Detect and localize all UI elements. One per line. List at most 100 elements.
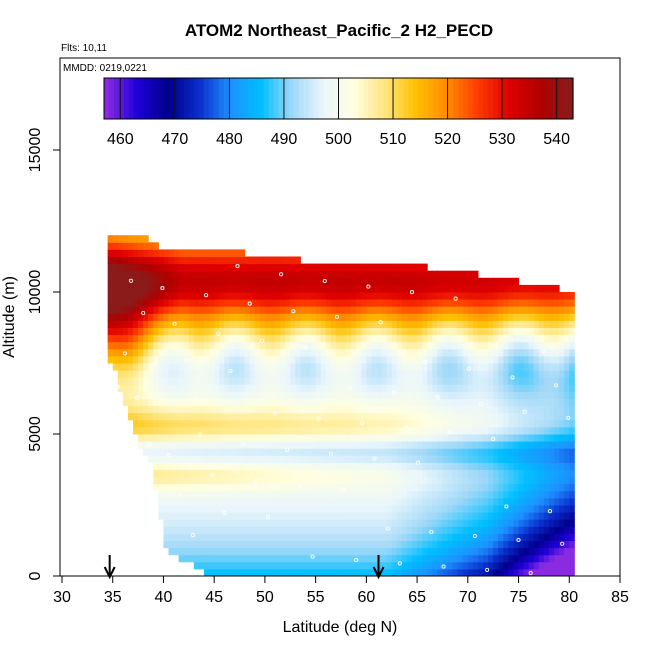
heatmap-cell xyxy=(381,547,388,556)
heatmap-cell xyxy=(462,448,469,456)
heatmap-cell xyxy=(467,284,474,293)
heatmap-cell xyxy=(122,398,129,407)
x-tick-label: 50 xyxy=(256,589,274,606)
heatmap-cell xyxy=(249,483,256,492)
heatmap-cell xyxy=(488,398,494,407)
heatmap-cell xyxy=(472,306,479,314)
heatmap-cell xyxy=(188,462,195,470)
heatmap-cell xyxy=(148,334,154,343)
heatmap-cell xyxy=(269,398,276,407)
heatmap-cell xyxy=(528,355,535,364)
heatmap-cell xyxy=(417,263,423,272)
heatmap-cell xyxy=(219,306,225,314)
heatmap-cell xyxy=(168,363,175,371)
heatmap-cell xyxy=(269,526,276,534)
heatmap-cell xyxy=(533,363,540,371)
heatmap-cell xyxy=(320,384,327,392)
observation-point xyxy=(397,561,402,566)
colorbar-tick-label: 470 xyxy=(162,131,189,148)
heatmap-cell xyxy=(198,505,205,513)
heatmap-cell xyxy=(280,441,286,449)
heatmap-cell xyxy=(366,455,372,463)
heatmap-cell xyxy=(518,284,525,293)
heatmap-cell xyxy=(538,355,545,364)
heatmap-cell xyxy=(518,561,525,570)
heatmap-cell xyxy=(493,469,499,478)
heatmap-cell xyxy=(275,292,281,300)
heatmap-cell xyxy=(401,377,408,385)
heatmap-cell xyxy=(143,405,149,414)
heatmap-cell xyxy=(209,483,215,492)
heatmap-cell xyxy=(209,547,215,556)
heatmap-cell xyxy=(533,306,540,314)
heatmap-cell xyxy=(234,434,241,442)
heatmap-cell xyxy=(183,277,190,286)
heatmap-cell xyxy=(341,476,347,485)
heatmap-cell xyxy=(122,320,129,328)
heatmap-cell xyxy=(493,434,499,442)
heatmap-cell xyxy=(127,292,134,300)
heatmap-cell xyxy=(554,320,560,328)
heatmap-cell xyxy=(518,405,525,414)
heatmap-cell xyxy=(305,327,312,336)
heatmap-cell xyxy=(204,292,210,300)
heatmap-cell xyxy=(183,306,190,314)
heatmap-cell xyxy=(224,391,230,399)
heatmap-cell xyxy=(112,320,119,328)
heatmap-cell xyxy=(376,434,383,442)
heatmap-cell xyxy=(280,327,286,336)
heatmap-cell xyxy=(467,554,474,563)
heatmap-cell xyxy=(264,519,271,527)
heatmap-cell xyxy=(569,292,575,300)
heatmap-cell xyxy=(366,526,372,534)
heatmap-cell xyxy=(264,277,271,286)
heatmap-cell xyxy=(437,455,443,463)
heatmap-cell xyxy=(178,483,185,492)
heatmap-cell xyxy=(467,270,474,279)
heatmap-cell xyxy=(554,526,560,534)
heatmap-cell xyxy=(422,334,428,343)
heatmap-cell xyxy=(523,526,530,534)
heatmap-cell xyxy=(422,526,428,534)
heatmap-cell xyxy=(259,441,266,449)
heatmap-cell xyxy=(280,533,286,541)
heatmap-cell xyxy=(178,277,185,286)
heatmap-cell xyxy=(452,306,459,314)
heatmap-cell xyxy=(315,505,322,513)
heatmap-cell xyxy=(351,412,357,421)
heatmap-cell xyxy=(477,483,484,492)
heatmap-cell xyxy=(249,284,256,293)
heatmap-cell xyxy=(269,306,276,314)
heatmap-cell xyxy=(254,398,261,407)
heatmap-cell xyxy=(117,320,124,328)
heatmap-cell xyxy=(356,441,362,449)
heatmap-cell xyxy=(290,448,296,456)
heatmap-cell xyxy=(335,341,342,350)
heatmap-cell xyxy=(498,490,504,499)
colorbar-segment xyxy=(208,78,215,119)
heatmap-cell xyxy=(467,448,474,456)
heatmap-cell xyxy=(569,533,575,541)
heatmap-cell xyxy=(483,327,489,336)
heatmap-cell xyxy=(153,441,159,449)
heatmap-cell xyxy=(143,299,149,307)
heatmap-cell xyxy=(442,554,449,563)
heatmap-cell xyxy=(386,341,393,350)
heatmap-cell xyxy=(341,384,347,392)
heatmap-cell xyxy=(406,277,413,286)
heatmap-cell xyxy=(219,476,225,485)
heatmap-cell xyxy=(290,398,296,407)
heatmap-cell xyxy=(406,462,413,470)
heatmap-cell xyxy=(341,355,347,364)
heatmap-cell xyxy=(569,370,575,378)
heatmap-cell xyxy=(239,547,246,556)
heatmap-cell xyxy=(508,547,514,556)
plot-frame xyxy=(59,57,621,577)
heatmap-cell xyxy=(193,334,200,343)
heatmap-cell xyxy=(503,533,509,541)
observation-point xyxy=(453,296,458,301)
heatmap-cell xyxy=(325,533,332,541)
heatmap-cell xyxy=(239,568,246,577)
heatmap-cell xyxy=(447,299,454,307)
heatmap-cell xyxy=(391,554,398,563)
